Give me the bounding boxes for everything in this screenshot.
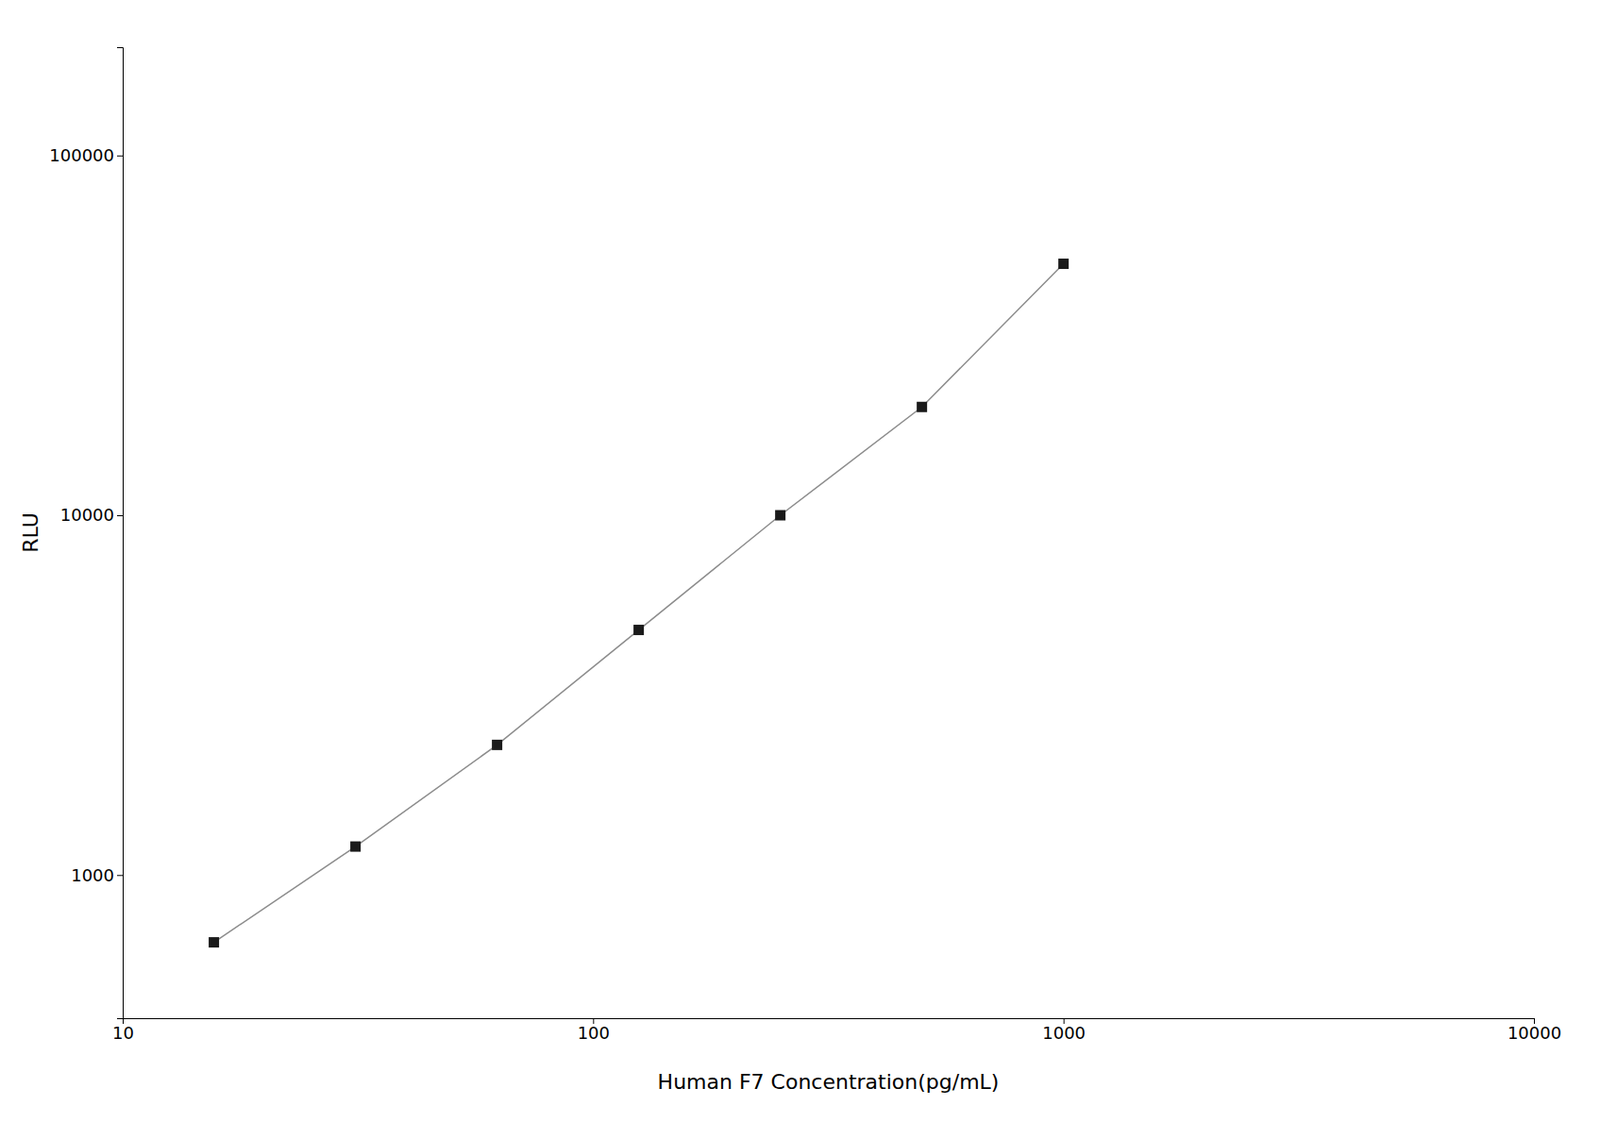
y-tick: 100000	[49, 145, 123, 166]
x-axis-title: Human F7 Concentration(pg/mL)	[657, 1070, 1000, 1095]
data-point	[774, 510, 786, 522]
data-point	[916, 402, 927, 413]
y-tick-mark	[117, 515, 123, 517]
x-tick-label: 100	[577, 1023, 610, 1044]
y-axis-title: RLU	[18, 512, 43, 554]
data-point	[1058, 258, 1069, 270]
data-point	[350, 842, 361, 853]
x-tick: 10000	[1507, 1018, 1562, 1044]
marks	[208, 258, 1069, 948]
x-axis-line	[123, 1019, 1535, 1026]
x-tick: 100	[577, 1018, 610, 1044]
y-tick-label: 100000	[49, 145, 115, 166]
x-tick: 10	[112, 1018, 135, 1044]
x-tick-label: 10	[112, 1023, 135, 1044]
x-axis: 10 100 1000 10000	[112, 1018, 1562, 1044]
y-axis: 1000 10000 100000	[49, 48, 123, 1020]
y-tick: 1000	[70, 865, 123, 886]
x-tick-label: 1000	[1042, 1023, 1086, 1044]
y-tick-mark	[117, 155, 123, 157]
data-line	[214, 264, 1064, 944]
data-point	[208, 937, 219, 948]
y-tick-label: 10000	[60, 505, 115, 525]
y-axis-line	[117, 48, 124, 1020]
chart-svg: 10 100 1000 10000 1000 10000 100000 Human F7 Co…	[0, 0, 1600, 1122]
plot: 10 100 1000 10000 1000 10000 100000	[49, 48, 1562, 1044]
chart-container: 10 100 1000 10000 1000 10000 100000 Human F7 Co…	[0, 0, 1600, 1122]
y-tick-mark	[117, 875, 123, 876]
x-tick-label: 10000	[1507, 1023, 1562, 1044]
data-point	[633, 624, 644, 636]
y-tick: 10000	[60, 505, 123, 525]
data-point	[491, 740, 503, 751]
x-tick: 1000	[1042, 1018, 1086, 1044]
y-tick-label: 1000	[70, 865, 115, 886]
